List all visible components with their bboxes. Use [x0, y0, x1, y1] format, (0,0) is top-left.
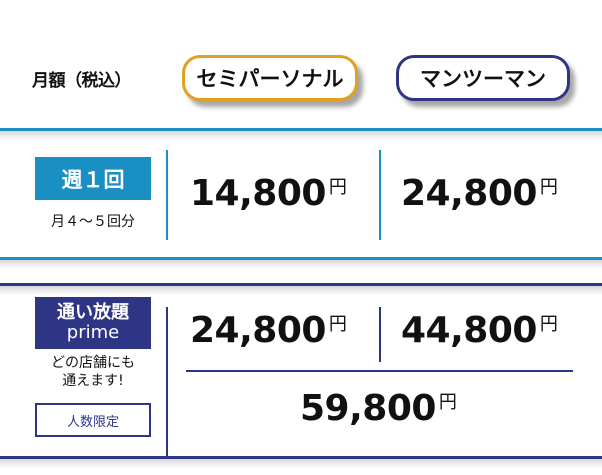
- row2-man-price: 44,800 円: [401, 310, 558, 351]
- price-amount: 24,800: [401, 173, 537, 214]
- row2-tag-line1: 通い放題: [57, 302, 129, 324]
- plan-semi-personal[interactable]: セミパーソナル: [182, 55, 358, 101]
- row1-vdivider: [379, 150, 381, 240]
- plan-man-to-man[interactable]: マンツーマン: [396, 55, 570, 101]
- row1-note: 月４～５回分: [51, 214, 135, 230]
- row2-tag-line2: prime: [66, 322, 120, 343]
- row2-note: どの店舗にも 通えます!: [28, 354, 158, 390]
- row2-combined-price: 59,800 円: [300, 388, 457, 429]
- price-unit: 円: [328, 177, 347, 198]
- price-unit: 円: [328, 314, 347, 335]
- monthly-fee-label: 月額（税込）: [32, 71, 132, 91]
- row2-vdivider: [379, 307, 381, 362]
- row1-bottom-shadow: [0, 260, 602, 269]
- price-amount: 44,800: [401, 310, 537, 351]
- row2-top-divider: [0, 283, 602, 286]
- row2-vdivider: [166, 307, 168, 465]
- row1-top-divider: [0, 128, 602, 131]
- row2-bottom-divider: [0, 456, 602, 459]
- row2-note-line1: どの店舗にも: [51, 355, 135, 371]
- row2-shadow: [0, 286, 602, 295]
- price-unit: 円: [539, 314, 558, 335]
- row2-bottom-shadow: [0, 459, 602, 468]
- row1-man-price: 24,800 円: [401, 173, 558, 214]
- price-unit: 円: [539, 177, 558, 198]
- price-unit: 円: [438, 392, 457, 413]
- row2-hdivider: [186, 370, 573, 372]
- row2-semi-price: 24,800 円: [190, 310, 347, 351]
- row1-shadow: [0, 131, 602, 140]
- row1-vdivider: [166, 150, 168, 240]
- price-amount: 59,800: [300, 388, 436, 429]
- row1-tag: 週１回: [35, 157, 151, 200]
- row2-note-line2: 通えます!: [62, 373, 124, 389]
- row1-bottom-divider: [0, 257, 602, 260]
- price-amount: 24,800: [190, 310, 326, 351]
- row1-semi-price: 14,800 円: [190, 173, 347, 214]
- limited-badge: 人数限定: [35, 403, 151, 437]
- row2-tag: 通い放題 prime: [35, 297, 151, 349]
- price-amount: 14,800: [190, 173, 326, 214]
